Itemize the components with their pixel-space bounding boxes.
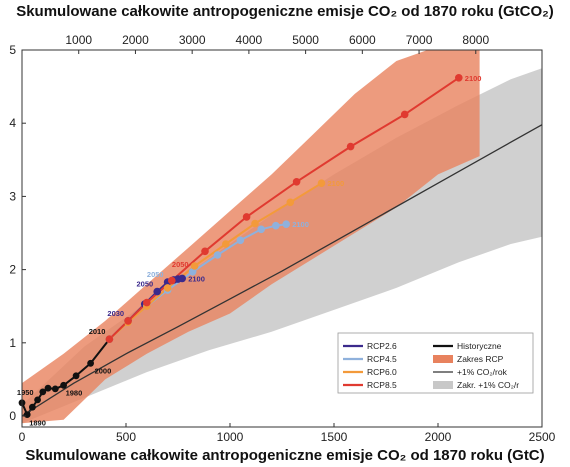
data-point-rcp60	[163, 284, 172, 292]
top-tick-label: 6000	[349, 33, 376, 47]
legend-label: RCP8.5	[367, 380, 397, 390]
data-point-hist	[51, 385, 59, 393]
annotation-label: 2050	[147, 270, 164, 279]
top-tick-label: 8000	[462, 33, 489, 47]
data-point-rcp60	[286, 198, 295, 207]
x-tick-label: 0	[19, 430, 26, 444]
top-tick-label: 2000	[122, 33, 149, 47]
legend-label: Zakr. +1% CO₂/r	[457, 380, 519, 390]
data-point-hist	[72, 372, 80, 380]
plot-frame	[21, 49, 543, 428]
data-point-hist	[23, 411, 31, 418]
data-point-rcp85	[346, 142, 355, 151]
series-line-pct1	[22, 124, 542, 417]
top-tick-label: 5000	[292, 33, 319, 47]
data-point-rcp60	[317, 179, 326, 187]
data-point-hist	[87, 359, 94, 367]
data-point-rcp60	[190, 262, 199, 270]
data-point-rcp85	[168, 276, 176, 285]
data-point-rcp26	[153, 287, 161, 296]
top-tick-label: 7000	[406, 33, 433, 47]
data-point-rcp45	[188, 268, 197, 276]
rcp-range-band	[22, 50, 480, 424]
y-tick-label: 3	[9, 189, 16, 203]
y-tick-label: 1	[9, 336, 16, 350]
y-tick-label: 5	[9, 43, 16, 57]
data-point-hist	[29, 403, 36, 411]
range-bands	[22, 50, 542, 424]
annotation-label: 1980	[66, 388, 83, 397]
x-axis-label: Skumulowane całkowite antropogeniczne em…	[25, 447, 544, 464]
data-point-rcp85	[455, 74, 463, 82]
annotation-label: 1950	[17, 388, 34, 397]
data-point-rcp45	[213, 251, 222, 259]
data-point-rcp45	[257, 225, 266, 234]
annotation-label: 2100	[465, 74, 482, 83]
x-tick-label: 500	[116, 430, 136, 444]
x-tick-label: 1500	[321, 430, 348, 444]
legend-label: Zakres RCP	[457, 354, 504, 364]
annotation-label: 2050	[137, 280, 154, 289]
data-point-rcp85	[201, 247, 209, 256]
axes: 0 500 1000 1500 2000 2500 0 1 2 3 4 5 1000 2000 3000 40…	[9, 33, 555, 444]
legend: RCP2.6 RCP4.5 RCP6.0 RCP8.5 Historyczne Zakre…	[337, 332, 534, 394]
y-tick-label: 0	[9, 409, 16, 423]
annotation-label: 2010	[89, 327, 106, 336]
series-points	[18, 74, 463, 418]
chart-title: Skumulowane całkowite antropogeniczne em…	[16, 3, 554, 20]
data-point-rcp85	[124, 317, 132, 325]
data-point-rcp45	[236, 236, 245, 245]
top-tick-label: 3000	[179, 33, 206, 47]
top-tick-label: 4000	[236, 33, 263, 47]
top-tick-label: 1000	[65, 33, 92, 47]
data-point-rcp85	[143, 298, 151, 307]
annotation-label: 2100	[328, 179, 345, 188]
data-point-rcp45	[272, 221, 280, 230]
annotation-label: 2000	[95, 366, 112, 375]
legend-label: Historyczne	[457, 341, 502, 351]
x-tick-label: 2000	[425, 430, 452, 444]
y-tick-label: 2	[9, 263, 16, 277]
annotation-label: 2030	[107, 309, 124, 318]
legend-swatch	[433, 381, 453, 389]
legend-label: RCP2.6	[367, 341, 397, 351]
x-tick-label: 2500	[529, 430, 556, 444]
annotation-label: 2100	[292, 220, 309, 229]
data-point-rcp85	[242, 213, 251, 221]
legend-swatch	[433, 355, 453, 363]
annotation-label: 1890	[29, 419, 46, 428]
annotation-label: 2100	[188, 274, 205, 283]
data-point-hist	[34, 396, 41, 404]
data-point-rcp85	[292, 178, 301, 186]
data-point-rcp45	[282, 220, 291, 228]
data-point-hist	[39, 388, 47, 396]
data-point-rcp60	[251, 219, 259, 228]
data-point-rcp26	[178, 274, 186, 283]
annotation-label: 2050	[172, 260, 189, 269]
data-point-rcp85	[400, 110, 409, 119]
legend-label: +1% CO₂/rok	[457, 367, 508, 377]
legend-label: RCP6.0	[367, 367, 397, 377]
data-point-rcp85	[105, 335, 114, 344]
data-point-hist	[60, 381, 67, 389]
legend-label: RCP4.5	[367, 354, 397, 364]
data-point-hist	[44, 384, 52, 392]
data-point-rcp60	[222, 240, 230, 248]
y-tick-label: 4	[9, 116, 16, 130]
x-tick-label: 1000	[217, 430, 244, 444]
series-line-rcp85	[108, 76, 460, 340]
